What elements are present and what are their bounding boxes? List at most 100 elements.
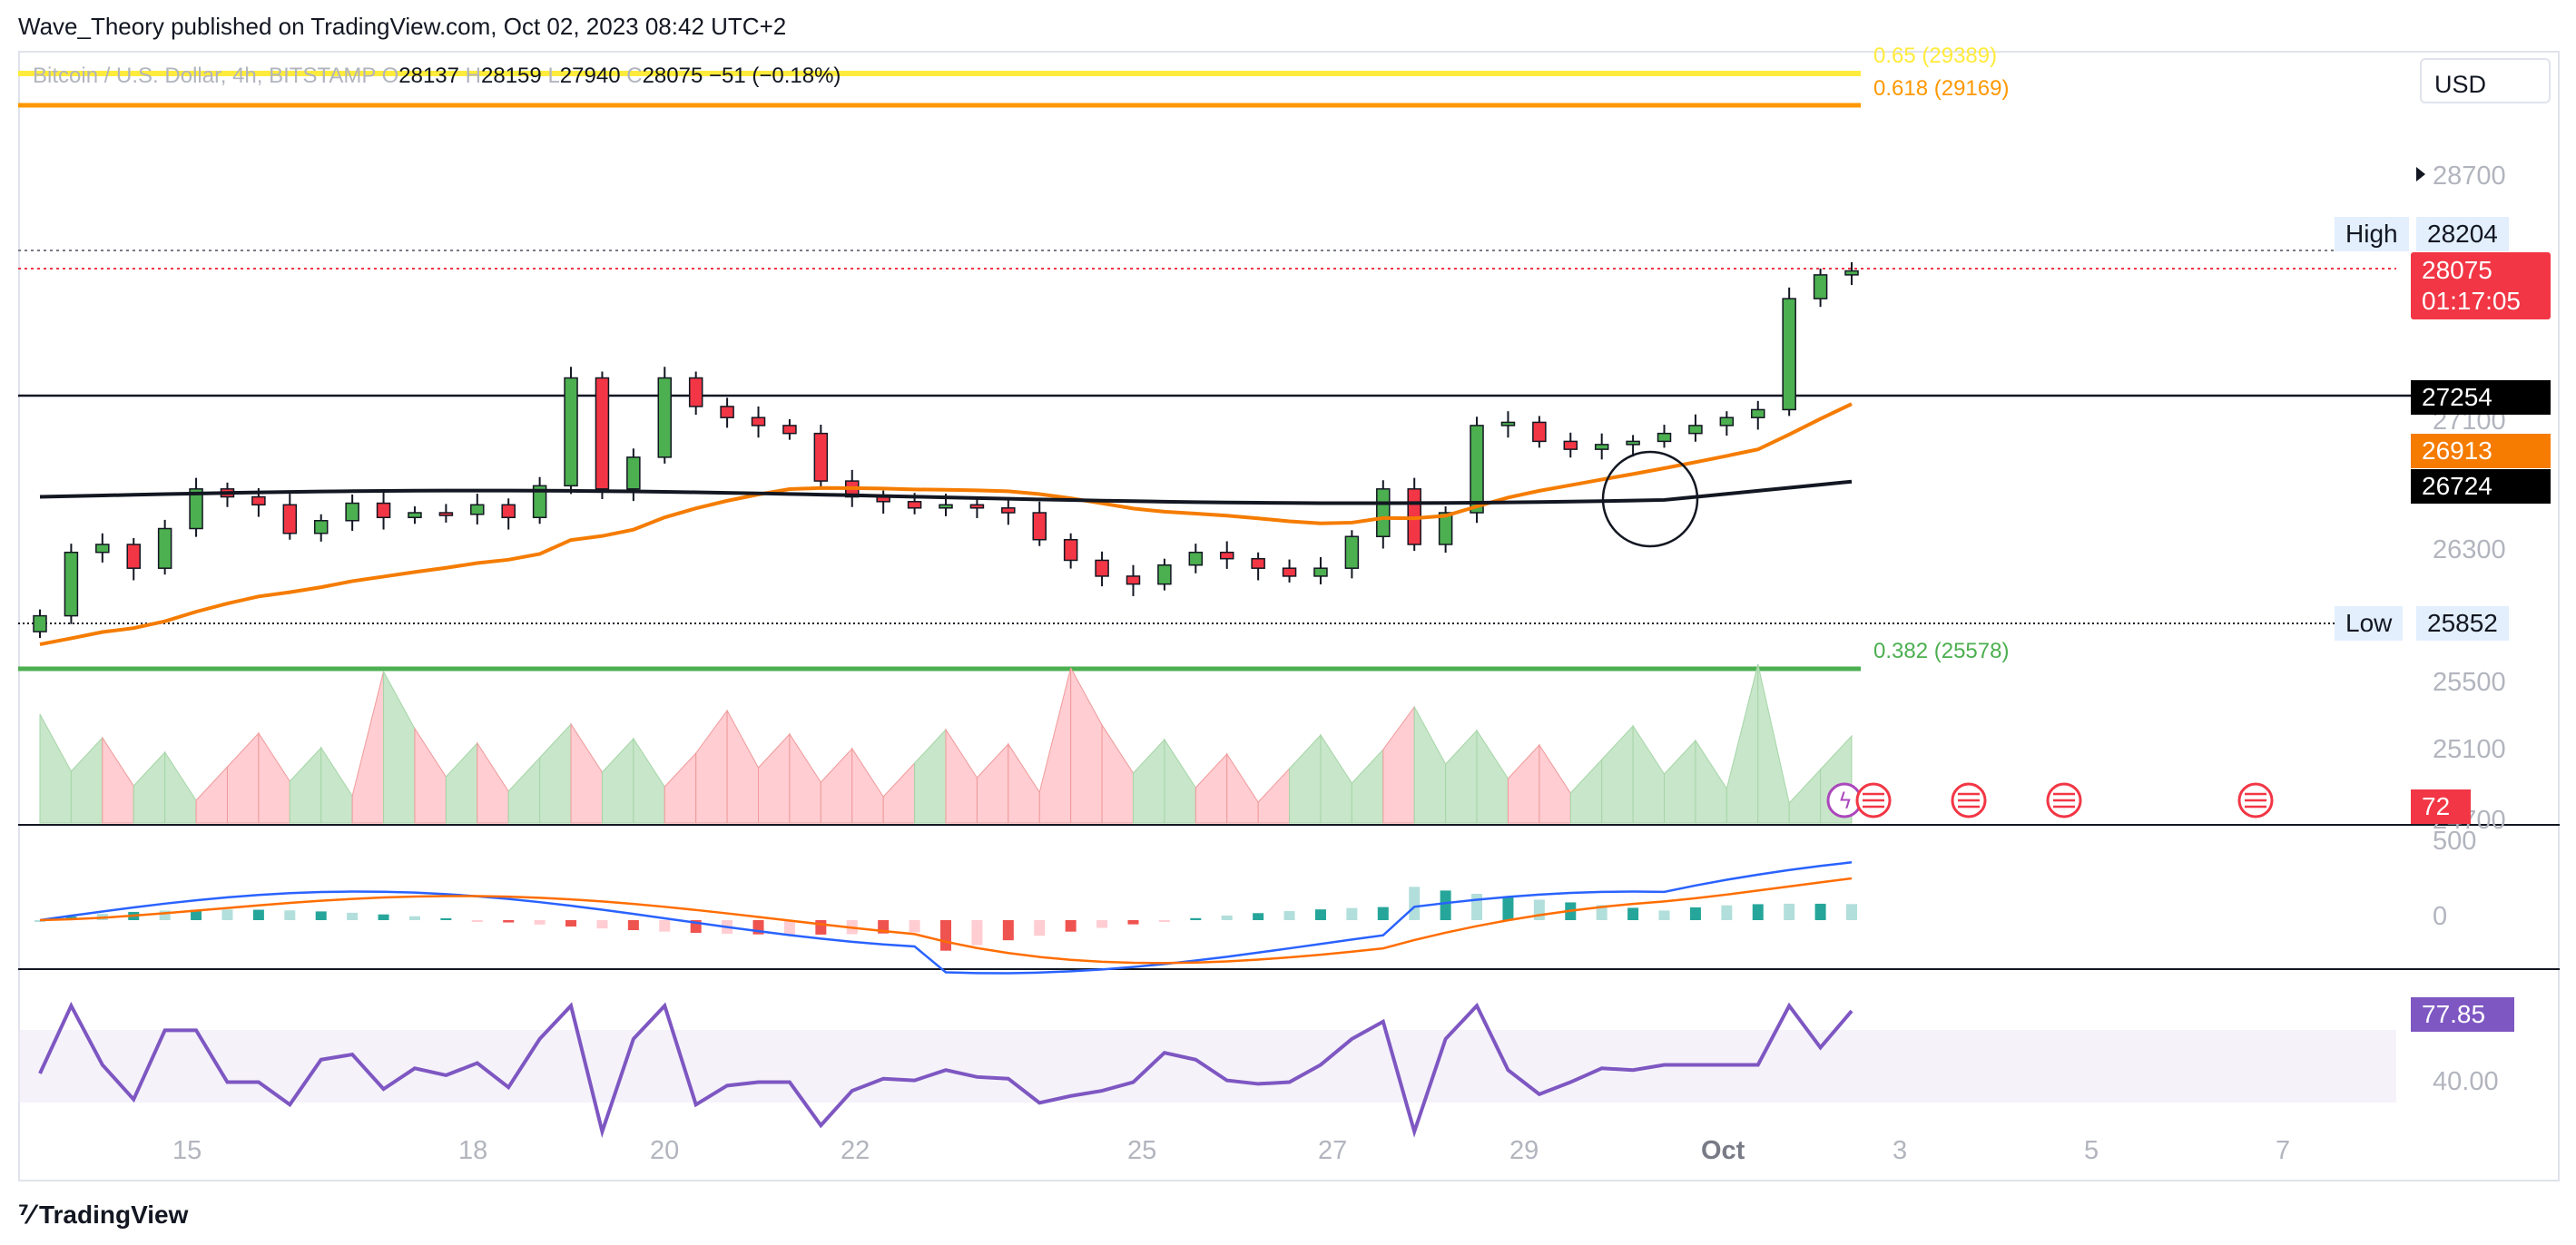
macd-bar: [1814, 903, 1826, 920]
macd-line: [39, 861, 1853, 975]
annotation-circle[interactable]: [1601, 450, 1699, 548]
bull-candle: [1719, 417, 1735, 426]
bull-candle: [1157, 564, 1172, 585]
volume-bar: [726, 710, 760, 824]
bull-candle: [1657, 432, 1672, 443]
bear-candle: [1251, 557, 1265, 569]
volume-bar: [383, 671, 416, 824]
tradingview-logo[interactable]: ⁷⁄ TradingView: [18, 1200, 188, 1230]
bear-candle: [1126, 575, 1141, 585]
volume-bar: [1507, 743, 1540, 824]
bear-candle: [969, 504, 985, 509]
volume-bar: [1038, 667, 1072, 824]
macd-bar: [1533, 899, 1545, 920]
bear-candle: [1032, 512, 1047, 541]
volume-bar: [664, 751, 697, 824]
macd-bar: [252, 909, 264, 920]
volume-bar: [1476, 729, 1509, 824]
bear-candle: [1219, 551, 1234, 560]
fib-0618-label: 0.618 (29169): [1873, 76, 2010, 101]
bear-candle: [1563, 440, 1578, 450]
volume-bar: [39, 713, 72, 824]
symbol-title[interactable]: Bitcoin / U.S. Dollar, 4h, BITSTAMP: [33, 64, 376, 88]
price-tick: 26300: [2433, 535, 2506, 564]
rsi-tick: 40.00: [2433, 1067, 2499, 1096]
ema-orange-line[interactable]: [39, 402, 1853, 647]
volume-bar: [164, 750, 197, 824]
macd-bar: [34, 920, 45, 922]
volume-bar: [1788, 768, 1822, 824]
brand-name: TradingView: [38, 1201, 189, 1229]
volume-bar: [570, 722, 603, 824]
currency-button[interactable]: USD: [2420, 58, 2551, 103]
macd-tick: 0: [2433, 902, 2448, 931]
macd-bar: [1346, 907, 1358, 920]
bull-candle: [1844, 270, 1859, 276]
volume-bar: [258, 731, 290, 824]
macd-bar: [1377, 907, 1389, 920]
ema-black-tag: 26724: [2411, 469, 2551, 504]
time-tick: 20: [650, 1136, 680, 1165]
macd-bar: [909, 920, 920, 933]
volume-bar: [133, 750, 166, 824]
volume-bar: [195, 765, 228, 824]
volume-bar: [1539, 743, 1571, 824]
macd-bar: [1689, 907, 1701, 920]
high-value: 28159: [481, 64, 542, 88]
macd-bar: [565, 920, 577, 927]
bull-candle: [95, 544, 110, 554]
time-tick: 7: [2276, 1136, 2291, 1165]
open-value: 28137: [398, 64, 459, 88]
volume-bar: [1382, 705, 1415, 824]
chart-canvas[interactable]: ϟ: [18, 51, 2560, 1181]
macd-bar: [1409, 887, 1421, 920]
volume-bar: [1289, 733, 1322, 824]
bull-candle: [1500, 421, 1516, 426]
time-tick: 27: [1318, 1136, 1348, 1165]
bear-candle: [595, 377, 610, 490]
macd-bar: [627, 920, 639, 931]
high-value-tag: 28204: [2416, 217, 2509, 251]
macd-bar: [347, 912, 359, 920]
volume-tag: 72: [2411, 789, 2471, 824]
macd-bar: [1065, 920, 1077, 932]
ema-black-line[interactable]: [39, 479, 1853, 505]
macd-bar: [596, 920, 608, 929]
volume-bar: [1569, 758, 1603, 824]
volume-bar: [1445, 729, 1478, 824]
volume-bar: [1101, 723, 1134, 824]
volume-bar: [820, 747, 853, 824]
macd-bar: [1221, 915, 1233, 920]
event-icons[interactable]: ϟ: [1826, 782, 2274, 819]
ohlc-legend[interactable]: Bitcoin / U.S. Dollar, 4h, BITSTAMP O281…: [33, 64, 841, 89]
macd-bar: [440, 917, 452, 920]
time-tick: 25: [1127, 1136, 1157, 1165]
price-tick: 25500: [2433, 668, 2506, 697]
bull-candle: [1376, 488, 1391, 537]
bull-candle: [345, 502, 359, 522]
macd-bar: [1253, 913, 1264, 920]
bull-candle: [1813, 274, 1828, 299]
macd-bar: [1002, 920, 1014, 941]
volume-bar: [601, 737, 634, 824]
macd-bar: [940, 920, 951, 951]
bull-candle: [33, 614, 47, 632]
bull-candle: [64, 551, 79, 617]
macd-bar: [1502, 897, 1514, 920]
low-value: 27940: [559, 64, 621, 88]
volume-bar: [1757, 663, 1790, 824]
macd-bar: [1784, 903, 1795, 920]
chart-frame[interactable]: [18, 51, 2560, 1181]
bear-candle: [251, 495, 266, 506]
last-price-value: 28075: [2422, 256, 2492, 284]
bull-candle: [1782, 298, 1796, 411]
volume-bar: [477, 741, 509, 824]
macd-bar: [1471, 893, 1483, 920]
bull-candle: [532, 485, 547, 519]
macd-bar: [1283, 911, 1295, 920]
macd-bar: [1846, 904, 1857, 920]
open-label: O: [381, 64, 399, 88]
bear-candle: [907, 501, 922, 509]
volume-bar: [1132, 738, 1165, 824]
volume-bar: [1070, 667, 1103, 824]
